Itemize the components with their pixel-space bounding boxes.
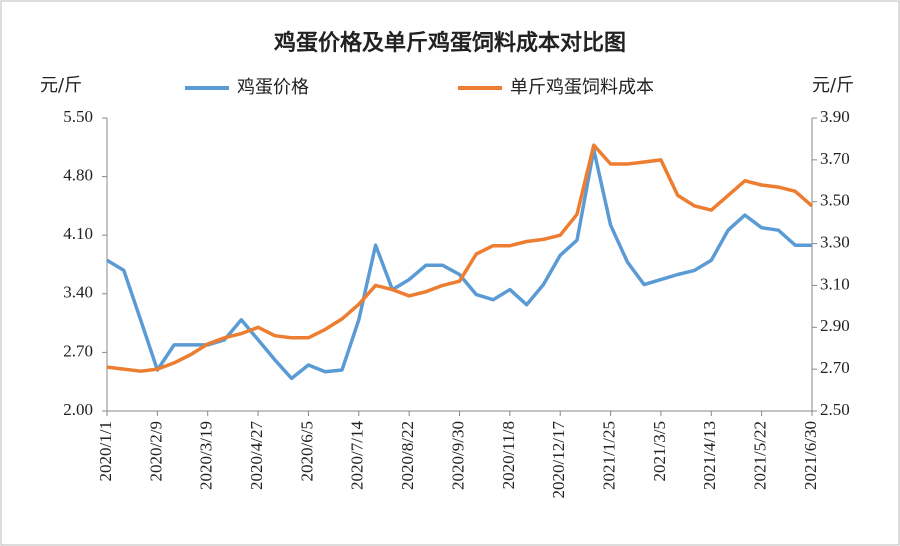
chart-title: 鸡蛋价格及单斤鸡蛋饲料成本对比图	[273, 30, 626, 56]
x-tick-label: 2020/9/30	[448, 421, 467, 490]
x-tick-label: 2020/11/8	[499, 421, 518, 489]
y-tick-label: 2.00	[63, 400, 93, 419]
y2-tick-label: 3.50	[820, 191, 850, 210]
x-tick-label: 2020/4/27	[247, 421, 266, 490]
y2-tick-label: 3.30	[820, 232, 850, 251]
y-tick-label: 3.40	[63, 283, 93, 302]
legend-label: 单斤鸡蛋饲料成本	[510, 77, 654, 98]
y2-tick-label: 3.10	[820, 274, 850, 293]
x-tick-label: 2020/6/5	[297, 421, 316, 481]
x-tick-label: 2021/1/25	[599, 421, 618, 490]
x-tick-label: 2020/3/19	[197, 421, 216, 490]
y2-tick-label: 2.90	[820, 316, 850, 335]
x-tick-label: 2020/8/22	[398, 421, 417, 490]
y2-tick-label: 3.70	[820, 149, 850, 168]
y2-tick-label: 2.50	[820, 400, 850, 419]
y-tick-label: 4.80	[63, 166, 93, 185]
y-tick-label: 5.50	[63, 107, 93, 126]
x-tick-label: 2021/5/22	[751, 421, 770, 490]
x-tick-label: 2021/6/30	[801, 421, 820, 490]
y2-tick-label: 3.90	[820, 107, 850, 126]
y-axis-label: 元/斤	[40, 75, 82, 96]
series-line	[106, 148, 812, 381]
y2-axis-label: 元/斤	[812, 75, 854, 96]
x-tick-label: 2020/7/14	[348, 421, 367, 490]
legend-label: 鸡蛋价格	[237, 77, 309, 98]
y-tick-label: 4.10	[63, 224, 93, 243]
x-tick-label: 2021/4/13	[700, 421, 719, 490]
x-tick-label: 2020/1/1	[96, 421, 115, 481]
x-tick-label: 2021/3/5	[650, 421, 669, 481]
y2-tick-label: 2.70	[820, 358, 850, 377]
x-tick-label: 2020/12/17	[549, 421, 568, 499]
series-line	[106, 143, 814, 373]
y-tick-label: 2.70	[63, 341, 93, 360]
x-tick-label: 2020/2/9	[146, 421, 165, 481]
